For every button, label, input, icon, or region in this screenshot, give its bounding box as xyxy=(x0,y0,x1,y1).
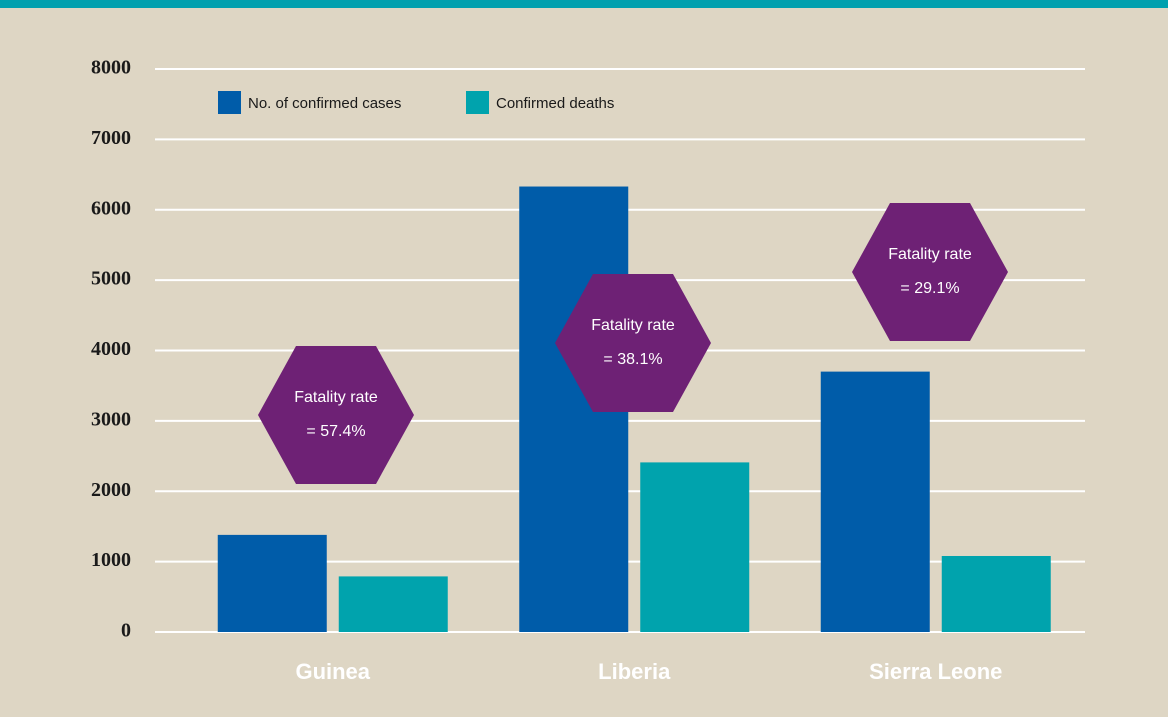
bar xyxy=(217,534,327,632)
legend-swatch xyxy=(466,91,489,114)
bar xyxy=(338,576,448,632)
y-tick-label: 7000 xyxy=(91,127,131,149)
x-tick-label: Sierra Leone xyxy=(869,659,1002,684)
annotation-hexagon xyxy=(555,274,711,412)
annotation-text: = 29.1% xyxy=(900,280,959,297)
annotation-text: = 38.1% xyxy=(603,351,662,368)
legend-label: Confirmed deaths xyxy=(496,95,614,112)
y-tick-label: 2000 xyxy=(91,479,131,501)
x-tick-label: Liberia xyxy=(598,659,671,684)
annotation-hexagon xyxy=(852,203,1008,341)
legend-swatch xyxy=(218,91,241,114)
annotation-hexagon xyxy=(258,346,414,484)
y-tick-label: 6000 xyxy=(91,197,131,219)
y-tick-label: 5000 xyxy=(91,268,131,290)
y-tick-label: 4000 xyxy=(91,338,131,360)
top-band xyxy=(0,0,1168,8)
bar xyxy=(640,462,750,632)
y-tick-label: 8000 xyxy=(91,57,131,79)
annotation-text: Fatality rate xyxy=(591,317,675,334)
bar xyxy=(941,555,1051,632)
annotation-text: Fatality rate xyxy=(888,246,972,263)
legend-label: No. of confirmed cases xyxy=(248,95,401,112)
bar xyxy=(820,371,930,632)
y-tick-label: 3000 xyxy=(91,408,131,430)
y-tick-label: 0 xyxy=(121,620,131,642)
x-tick-label: Guinea xyxy=(295,659,370,684)
annotation-text: = 57.4% xyxy=(306,423,365,440)
y-tick-label: 1000 xyxy=(91,549,131,571)
annotation-text: Fatality rate xyxy=(294,389,378,406)
